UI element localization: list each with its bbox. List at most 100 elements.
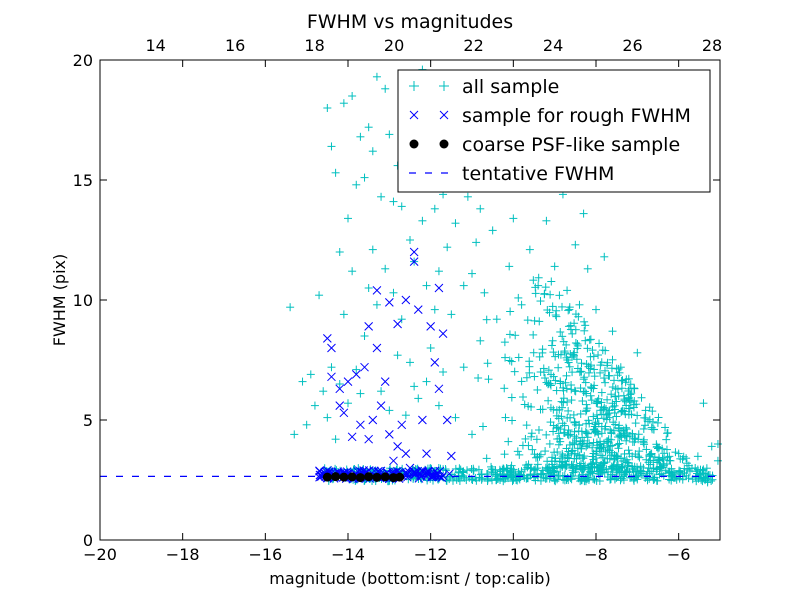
all-sample-point <box>637 469 646 478</box>
all-sample-point <box>562 340 571 349</box>
rough-fwhm-point <box>364 434 374 444</box>
all-sample-point <box>619 391 628 400</box>
all-sample-point <box>525 245 534 254</box>
all-sample-point <box>502 466 511 475</box>
legend-label-all-sample: all sample <box>462 76 559 98</box>
all-sample-point <box>592 410 601 419</box>
all-sample-point <box>593 399 602 408</box>
all-sample-point <box>562 384 571 393</box>
all-sample-point <box>331 168 340 177</box>
all-sample-point <box>641 406 650 415</box>
psf-sample-point <box>347 472 357 482</box>
all-sample-point <box>568 368 577 377</box>
all-sample-point <box>335 248 344 256</box>
all-sample-point <box>642 445 651 454</box>
all-sample-point <box>567 449 576 458</box>
all-sample-point <box>505 356 514 365</box>
all-sample-point <box>385 406 394 415</box>
all-sample-point <box>578 397 587 406</box>
all-sample-point <box>488 226 497 235</box>
all-sample-point <box>302 420 311 429</box>
all-sample-point <box>510 367 519 376</box>
all-sample-point <box>541 447 550 456</box>
all-sample-point <box>525 368 534 377</box>
legend: all sample sample for rough FWHM coarse … <box>397 69 711 193</box>
all-sample-point <box>656 462 665 471</box>
all-sample-point <box>558 332 567 341</box>
all-sample-point <box>552 386 561 395</box>
all-sample-point <box>595 339 604 348</box>
top-tick: 26 <box>622 36 642 55</box>
rough-fwhm-point <box>393 319 402 329</box>
all-sample-point <box>645 452 654 461</box>
all-sample-point <box>610 408 619 417</box>
rough-fwhm-point <box>327 343 336 353</box>
all-sample-point <box>625 384 634 393</box>
all-sample-point <box>621 457 630 466</box>
y-tick: 5 <box>83 411 720 430</box>
all-sample-point <box>551 477 560 486</box>
rough-fwhm-point <box>364 322 374 331</box>
all-sample-point <box>682 471 691 480</box>
all-sample-point <box>545 439 554 448</box>
all-sample-point <box>622 436 631 445</box>
rough-fwhm-point <box>360 362 369 372</box>
all-sample-point <box>570 348 579 357</box>
all-sample-point <box>572 436 581 445</box>
all-sample-point <box>650 453 659 462</box>
all-sample-point <box>327 363 336 372</box>
all-sample-point <box>594 462 603 471</box>
psf-sample-point <box>355 473 365 483</box>
all-sample-point <box>570 418 579 427</box>
all-sample-point <box>597 429 606 438</box>
all-sample-point <box>476 336 485 345</box>
all-sample-point <box>469 466 478 475</box>
all-sample-point <box>649 464 658 473</box>
all-sample-point <box>582 429 591 438</box>
all-sample-point <box>695 471 704 480</box>
all-sample-point <box>608 383 617 392</box>
all-sample-point <box>588 443 597 452</box>
all-sample-point <box>414 394 423 403</box>
all-sample-point <box>552 306 561 315</box>
all-sample-point <box>590 372 599 381</box>
all-sample-point <box>691 464 700 472</box>
all-sample-point <box>567 396 576 405</box>
all-sample-point <box>655 455 664 464</box>
all-sample-point <box>600 366 609 375</box>
all-sample-point <box>713 456 722 465</box>
y-tick-label: 5 <box>83 411 93 430</box>
all-sample-point <box>455 464 464 473</box>
y-tick-label: 0 <box>83 531 93 550</box>
psf-sample-point <box>372 472 382 482</box>
all-sample-point <box>635 453 644 462</box>
rough-fwhm-point <box>335 384 345 394</box>
all-sample-point <box>368 147 377 156</box>
all-sample-point <box>571 310 580 319</box>
all-sample-point <box>545 462 554 471</box>
all-sample-point <box>508 477 517 486</box>
x-tick-label: −6 <box>667 545 691 564</box>
psf-sample-point <box>364 472 374 482</box>
all-sample-point <box>529 276 538 285</box>
rough-fwhm-point <box>405 463 415 473</box>
axis-ticks: −20 −18 −16 −14 −12 −10 −8 −6 14 16 18 20 22 24 26 28 0 5… <box>73 36 723 564</box>
all-sample-point <box>589 438 598 447</box>
all-sample-point <box>533 460 542 469</box>
all-sample-point <box>499 474 508 483</box>
all-sample-point <box>456 465 465 474</box>
all-sample-point <box>566 325 575 334</box>
all-sample-point <box>614 444 623 453</box>
all-sample-point <box>665 475 674 484</box>
all-sample-point <box>462 476 471 485</box>
all-sample-point <box>606 475 615 484</box>
all-sample-point <box>633 348 642 357</box>
all-sample-point <box>652 443 661 452</box>
all-sample-point <box>565 362 574 371</box>
all-sample-point <box>517 377 526 386</box>
all-sample-point <box>422 281 431 290</box>
y-tick-label: 10 <box>73 291 93 310</box>
all-sample-point <box>360 173 369 182</box>
top-tick: 14 <box>145 36 165 55</box>
plot-marks <box>100 65 722 487</box>
